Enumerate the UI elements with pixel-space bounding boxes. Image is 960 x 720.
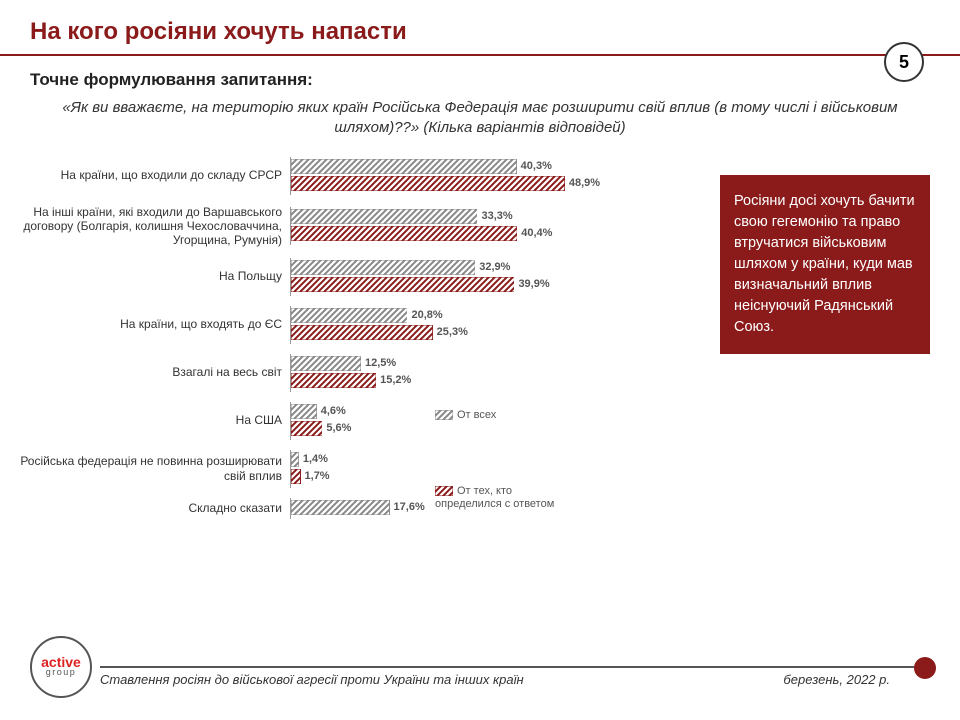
- bar-decided: 5,6%: [291, 421, 322, 436]
- bar-chart: На країни, що входили до складу СРСР40,3…: [0, 157, 720, 529]
- question-label: Точне формулювання запитання:: [30, 70, 930, 90]
- chart-row: На інші країни, які входили до Варшавськ…: [0, 205, 720, 248]
- question-text: «Як ви вважаєте, на територію яких країн…: [0, 94, 960, 149]
- row-label: Складно сказати: [0, 501, 290, 515]
- legend-swatch-icon: [435, 410, 453, 420]
- bar-value-label: 4,6%: [317, 404, 346, 419]
- bar-value-label: 48,9%: [565, 176, 600, 191]
- chart-row: Складно сказати17,6%: [0, 498, 720, 519]
- bar-value-label: 15,2%: [376, 373, 411, 388]
- bar-decided: 40,4%: [291, 226, 517, 241]
- footer-caption: Ставлення росіян до військової агресії п…: [100, 672, 524, 687]
- chart-row: На країни, що входять до ЄС20,8%25,3%: [0, 306, 720, 344]
- chart-row: Російська федерація не повинна розширюва…: [0, 450, 720, 488]
- bar-value-label: 40,3%: [517, 159, 552, 174]
- footer-line: Ставлення росіян до військової агресії п…: [100, 666, 930, 668]
- bar-decided: 39,9%: [291, 277, 514, 292]
- bar-value-label: 1,4%: [299, 452, 328, 467]
- row-bars: 4,6% 5,6%: [290, 402, 322, 440]
- bar-all: 12,5%: [291, 356, 361, 371]
- chart-row: Взагалі на весь світ12,5%15,2%: [0, 354, 720, 392]
- row-label: На Польщу: [0, 269, 290, 283]
- chart-row: На країни, що входили до складу СРСР40,3…: [0, 157, 720, 195]
- legend-decided: От тех, кто определился с ответом: [435, 485, 555, 511]
- chart-row: На Польщу32,9%39,9%: [0, 258, 720, 296]
- row-label: На інші країни, які входили до Варшавськ…: [0, 205, 290, 248]
- row-bars: 40,3% 48,9%: [290, 157, 565, 195]
- bar-all: 4,6%: [291, 404, 317, 419]
- commentary-box: Росіяни досі хочуть бачити свою гегемоні…: [720, 175, 930, 354]
- footer-dot-icon: [914, 657, 936, 679]
- legend-all: От всех: [435, 409, 555, 422]
- bar-value-label: 1,7%: [301, 469, 330, 484]
- row-bars: 33,3% 40,4%: [290, 207, 517, 245]
- bar-all: 17,6%: [291, 500, 390, 515]
- bar-all: 20,8%: [291, 308, 407, 323]
- main-content: На країни, що входили до складу СРСР40,3…: [0, 149, 960, 529]
- row-label: На країни, що входять до ЄС: [0, 317, 290, 331]
- bar-value-label: 32,9%: [475, 260, 510, 275]
- row-label: На США: [0, 413, 290, 427]
- page-title: На кого росіяни хочуть напасти: [30, 18, 930, 46]
- row-label: На країни, що входили до складу СРСР: [0, 168, 290, 182]
- bar-decided: 15,2%: [291, 373, 376, 388]
- row-bars: 17,6%: [290, 498, 390, 519]
- row-label: Російська федерація не повинна розширюва…: [0, 454, 290, 483]
- bar-value-label: 17,6%: [390, 500, 425, 515]
- logo: active group: [30, 636, 92, 698]
- bar-value-label: 25,3%: [433, 325, 468, 340]
- bar-value-label: 40,4%: [517, 226, 552, 241]
- chart-row: На США4,6%5,6%: [0, 402, 720, 440]
- header: На кого росіяни хочуть напасти: [0, 0, 960, 56]
- bar-decided: 1,7%: [291, 469, 301, 484]
- page-number-badge: 5: [884, 42, 924, 82]
- subheader: Точне формулювання запитання:: [0, 56, 960, 94]
- footer-date: березень, 2022 р.: [783, 672, 890, 687]
- row-bars: 1,4% 1,7%: [290, 450, 301, 488]
- row-label: Взагалі на весь світ: [0, 365, 290, 379]
- row-bars: 32,9% 39,9%: [290, 258, 514, 296]
- bar-value-label: 33,3%: [477, 209, 512, 224]
- bar-all: 33,3%: [291, 209, 477, 224]
- footer: active group Ставлення росіян до військо…: [0, 636, 960, 698]
- bar-value-label: 5,6%: [322, 421, 351, 436]
- bar-all: 40,3%: [291, 159, 517, 174]
- bar-all: 32,9%: [291, 260, 475, 275]
- row-bars: 20,8% 25,3%: [290, 306, 433, 344]
- legend-swatch-icon: [435, 486, 453, 496]
- bar-value-label: 12,5%: [361, 356, 396, 371]
- logo-text-bottom: group: [46, 669, 77, 677]
- bar-decided: 48,9%: [291, 176, 565, 191]
- row-bars: 12,5% 15,2%: [290, 354, 376, 392]
- legend-label: От всех: [457, 409, 496, 421]
- bar-decided: 25,3%: [291, 325, 433, 340]
- bar-all: 1,4%: [291, 452, 299, 467]
- bar-value-label: 39,9%: [514, 277, 549, 292]
- bar-value-label: 20,8%: [407, 308, 442, 323]
